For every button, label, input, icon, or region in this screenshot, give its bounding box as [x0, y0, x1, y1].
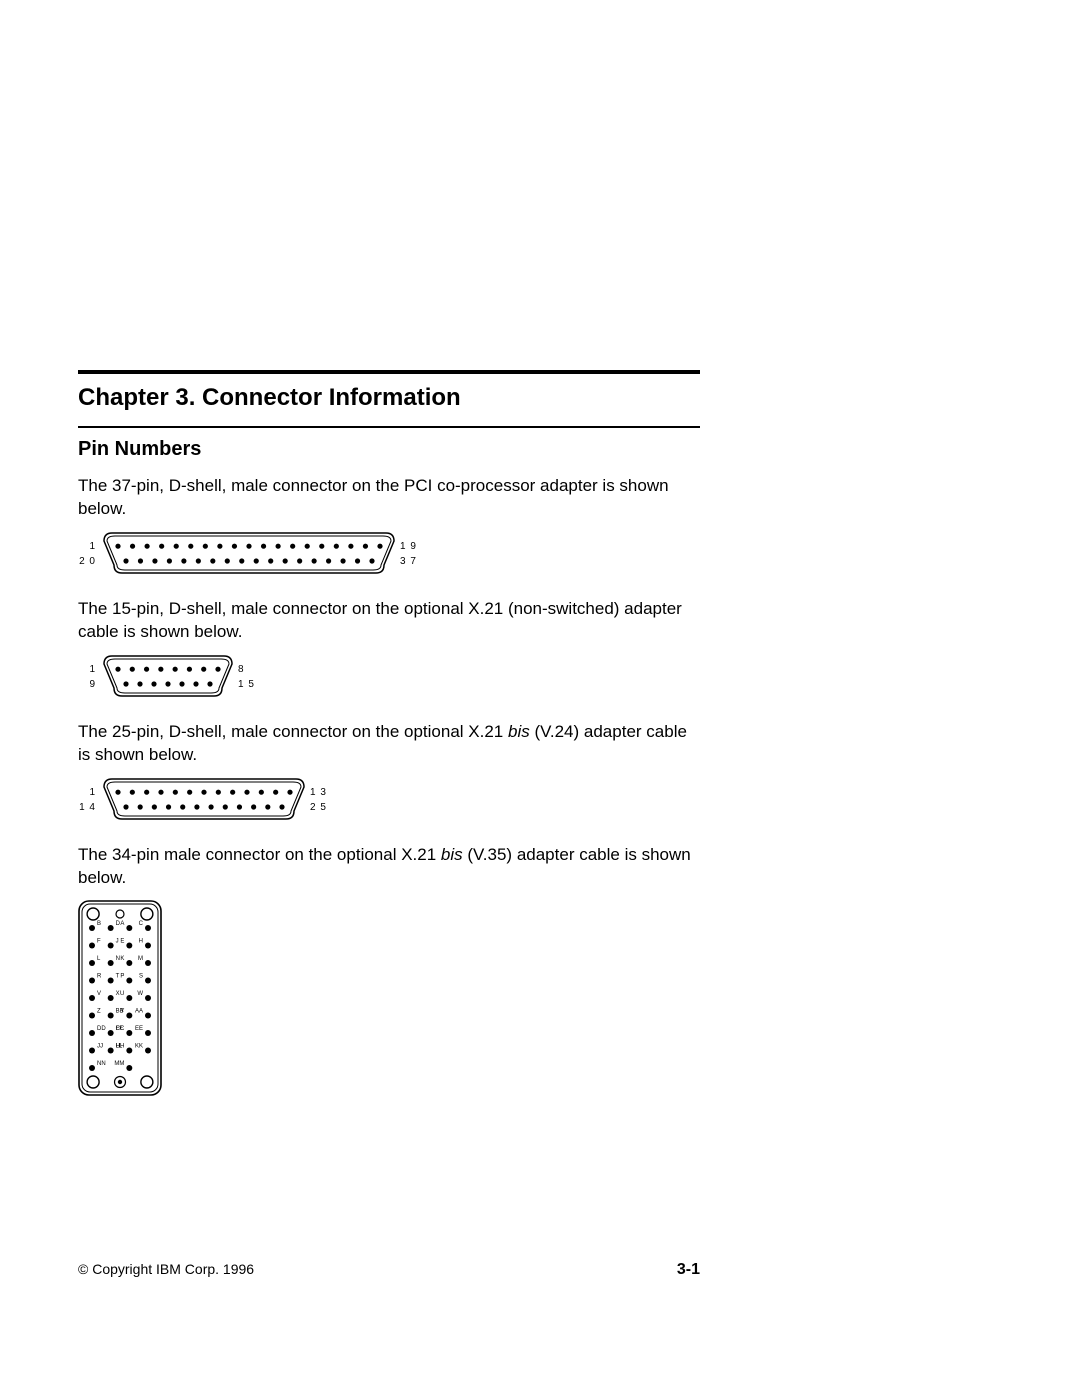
svg-text:1 5: 1 5 — [238, 679, 255, 690]
para-34pin-bis: bis — [441, 845, 463, 864]
rule-above-chapter — [78, 370, 700, 374]
svg-text:F: F — [97, 938, 101, 944]
svg-text:JJ: JJ — [97, 1043, 103, 1049]
svg-text:B: B — [97, 921, 101, 927]
svg-text:J: J — [116, 938, 119, 944]
connector-15pin-diagram: 1 9 8 1 5 — [78, 654, 700, 703]
rule-below-chapter — [78, 426, 700, 428]
svg-text:KK: KK — [135, 1043, 143, 1049]
page: Chapter 3. Connector Information Pin Num… — [0, 0, 1080, 1397]
connector-34pin-diagram: BDACFJEHLNKMRTPSVXUWZBBYAADDFFCCEEJJLLHH… — [78, 900, 700, 1101]
svg-text:DD: DD — [97, 1026, 106, 1032]
para-34pin-pre: The 34-pin male connector on the optiona… — [78, 845, 441, 864]
svg-text:1 9: 1 9 — [400, 541, 417, 552]
page-footer: © Copyright IBM Corp. 1996 3-1 — [78, 1261, 700, 1279]
svg-text:W: W — [137, 991, 143, 997]
para-34pin: The 34-pin male connector on the optiona… — [78, 844, 700, 890]
para-25pin: The 25-pin, D-shell, male connector on t… — [78, 721, 700, 767]
connector-37pin-diagram: 1 2 0 1 9 3 7 — [78, 531, 700, 580]
svg-text:R: R — [97, 973, 102, 979]
svg-text:1: 1 — [89, 787, 96, 798]
para-37pin: The 37-pin, D-shell, male connector on t… — [78, 475, 700, 521]
svg-text:1 4: 1 4 — [79, 802, 96, 813]
para-25pin-pre: The 25-pin, D-shell, male connector on t… — [78, 722, 508, 741]
connector-25pin-diagram: 1 1 4 1 3 2 5 — [78, 777, 700, 826]
footer-copyright: © Copyright IBM Corp. 1996 — [78, 1261, 254, 1277]
svg-text:E: E — [120, 938, 124, 944]
svg-text:A: A — [120, 921, 124, 927]
svg-text:1: 1 — [89, 541, 96, 552]
svg-text:3 7: 3 7 — [400, 556, 417, 567]
footer-page-number: 3-1 — [677, 1261, 700, 1279]
svg-text:C: C — [139, 921, 144, 927]
svg-text:AA: AA — [135, 1008, 143, 1014]
svg-text:CC: CC — [116, 1026, 125, 1032]
svg-text:8: 8 — [238, 664, 245, 675]
svg-text:V: V — [97, 991, 101, 997]
svg-text:M: M — [138, 956, 143, 962]
svg-text:Z: Z — [97, 1008, 101, 1014]
svg-text:EE: EE — [135, 1026, 143, 1032]
svg-text:MM: MM — [114, 1061, 124, 1067]
svg-text:P: P — [120, 973, 124, 979]
svg-text:1 3: 1 3 — [310, 787, 327, 798]
svg-text:T: T — [116, 973, 120, 979]
svg-text:1: 1 — [89, 664, 96, 675]
section-heading: Pin Numbers — [78, 438, 700, 461]
svg-text:2 0: 2 0 — [79, 556, 96, 567]
chapter-heading: Chapter 3. Connector Information — [78, 384, 700, 412]
svg-text:2 5: 2 5 — [310, 802, 327, 813]
svg-text:Y: Y — [120, 1008, 124, 1014]
svg-text:K: K — [120, 956, 124, 962]
para-15pin: The 15-pin, D-shell, male connector on t… — [78, 598, 700, 644]
svg-text:U: U — [120, 991, 124, 997]
svg-text:NN: NN — [97, 1061, 106, 1067]
svg-text:HH: HH — [116, 1043, 125, 1049]
svg-text:9: 9 — [89, 679, 96, 690]
para-25pin-bis: bis — [508, 722, 530, 741]
svg-text:H: H — [139, 938, 143, 944]
svg-text:S: S — [139, 973, 143, 979]
